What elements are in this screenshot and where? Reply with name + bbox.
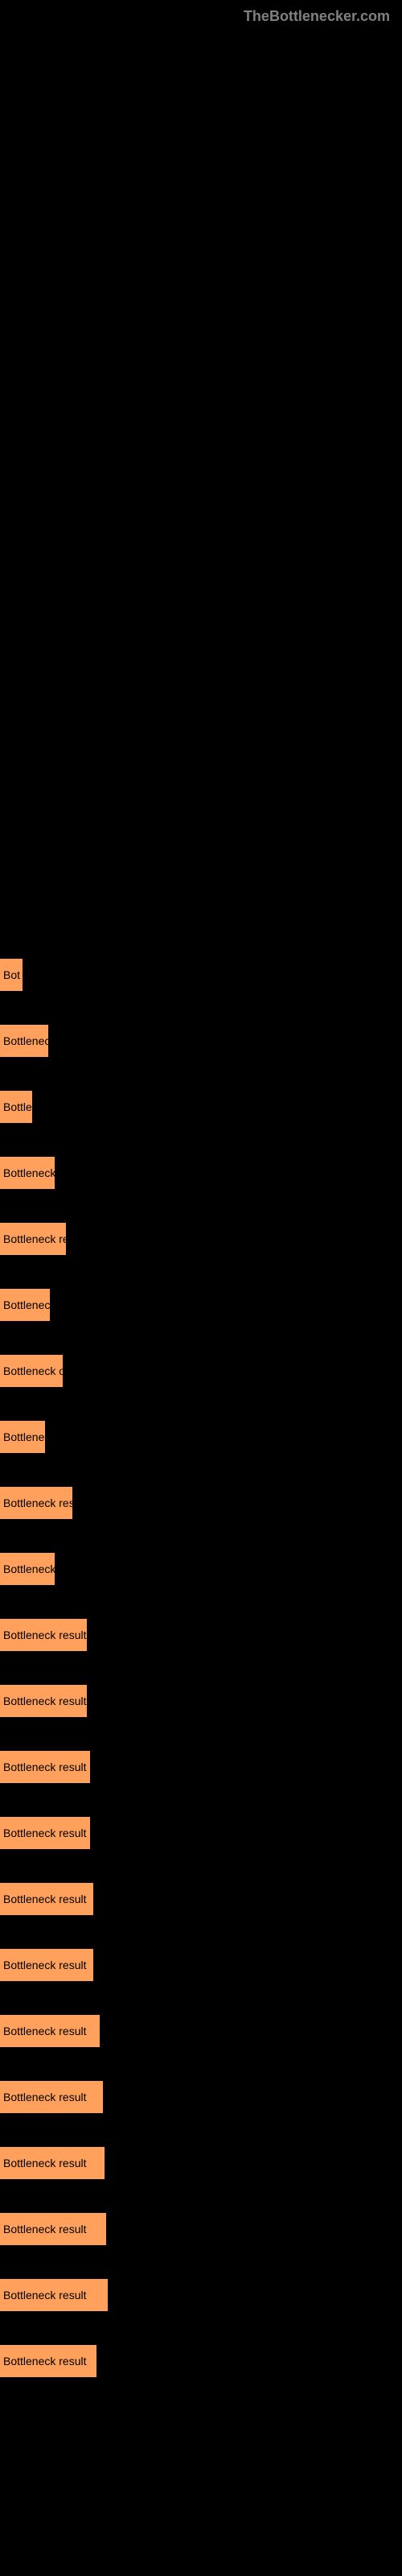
bar-label: Bottleneck result [3, 2091, 87, 2103]
bar-row: Bottleneck result [0, 2081, 402, 2113]
bar-row: Bottleneck result [0, 1817, 402, 1849]
bar-label: Bottleneck result [3, 1959, 87, 1971]
bar-label: Bottleneck [3, 1563, 55, 1575]
bar-row: Bottleneck res [0, 1487, 402, 1519]
bar-label: Bottlenec [3, 1298, 50, 1311]
chart-bar[interactable]: Bottleneck result [0, 2213, 106, 2245]
bar-label: Bottlene [3, 1430, 44, 1443]
bar-row: Bottleneck result [0, 2345, 402, 2377]
chart-bar[interactable]: Bottleneck result [0, 1685, 87, 1717]
chart-bar[interactable]: Bottlene [0, 1421, 45, 1453]
bar-label: Bot [3, 968, 20, 981]
top-spacer [0, 33, 402, 943]
bar-label: Bottleneck result [3, 2025, 87, 2037]
chart-bar[interactable]: Bottleneck result [0, 2147, 105, 2179]
bar-row: Bottleneck [0, 1157, 402, 1189]
bar-label: Bottleneck [3, 1166, 55, 1179]
site-name: TheBottlenecker.com [244, 8, 390, 24]
bar-label: Bottle [3, 1100, 32, 1113]
bar-row: Bottlenec [0, 1289, 402, 1321]
bar-label: Bottlenec [3, 1034, 48, 1047]
bar-chart: Bot Bottlenec Bottle Bottleneck Bottleneck r… [0, 943, 402, 2427]
bar-label: Bottleneck result [3, 1761, 87, 1773]
chart-bar[interactable]: Bottleneck [0, 1157, 55, 1189]
bar-row: Bottleneck result [0, 2015, 402, 2047]
chart-bar[interactable]: Bottleneck result [0, 1817, 90, 1849]
bar-row: Bot [0, 959, 402, 991]
bar-row: Bottleneck re [0, 1223, 402, 1255]
chart-bar[interactable]: Bottlenec [0, 1025, 48, 1057]
chart-bar[interactable]: Bottleneck result [0, 2015, 100, 2047]
bar-label: Bottleneck result [3, 1893, 87, 1905]
bar-label: Bottleneck result [3, 1827, 87, 1839]
bar-label: Bottleneck result [3, 1629, 87, 1641]
bar-label: Bottleneck result [3, 2355, 87, 2368]
bar-row: Bottleneck [0, 1553, 402, 1585]
chart-bar[interactable]: Bottleneck res [0, 1487, 72, 1519]
chart-bar[interactable]: Bottleneck o [0, 1355, 63, 1387]
site-header: TheBottlenecker.com [0, 0, 402, 33]
bar-label: Bottleneck result [3, 2223, 87, 2235]
bar-row: Bottleneck result [0, 1949, 402, 1981]
bar-row: Bottleneck result [0, 1685, 402, 1717]
chart-bar[interactable]: Bottleneck result [0, 2081, 103, 2113]
bar-row: Bottleneck result [0, 2279, 402, 2311]
bar-row: Bottleneck result [0, 2213, 402, 2245]
chart-bar[interactable]: Bottleneck result [0, 1751, 90, 1783]
bar-row: Bottleneck result [0, 2147, 402, 2179]
bar-label: Bottleneck result [3, 2157, 87, 2169]
chart-bar[interactable]: Bottlenec [0, 1289, 50, 1321]
chart-bar[interactable]: Bottleneck re [0, 1223, 66, 1255]
bar-row: Bottlene [0, 1421, 402, 1453]
chart-bar[interactable]: Bot [0, 959, 23, 991]
chart-bar[interactable]: Bottleneck result [0, 2279, 108, 2311]
bar-label: Bottleneck result [3, 1695, 87, 1707]
chart-bar[interactable]: Bottleneck result [0, 1949, 93, 1981]
bar-row: Bottleneck result [0, 1883, 402, 1915]
bar-row: Bottleneck o [0, 1355, 402, 1387]
chart-bar[interactable]: Bottleneck result [0, 1883, 93, 1915]
chart-bar[interactable]: Bottleneck [0, 1553, 55, 1585]
chart-bar[interactable]: Bottle [0, 1091, 32, 1123]
chart-bar[interactable]: Bottleneck result [0, 1619, 87, 1651]
bar-row: Bottleneck result [0, 1619, 402, 1651]
bar-row: Bottleneck result [0, 1751, 402, 1783]
bar-label: Bottleneck res [3, 1496, 72, 1509]
bar-label: Bottleneck o [3, 1364, 63, 1377]
bar-label: Bottleneck re [3, 1232, 66, 1245]
chart-bar[interactable]: Bottleneck result [0, 2345, 96, 2377]
bar-label: Bottleneck result [3, 2289, 87, 2301]
bar-row: Bottlenec [0, 1025, 402, 1057]
bar-row: Bottle [0, 1091, 402, 1123]
